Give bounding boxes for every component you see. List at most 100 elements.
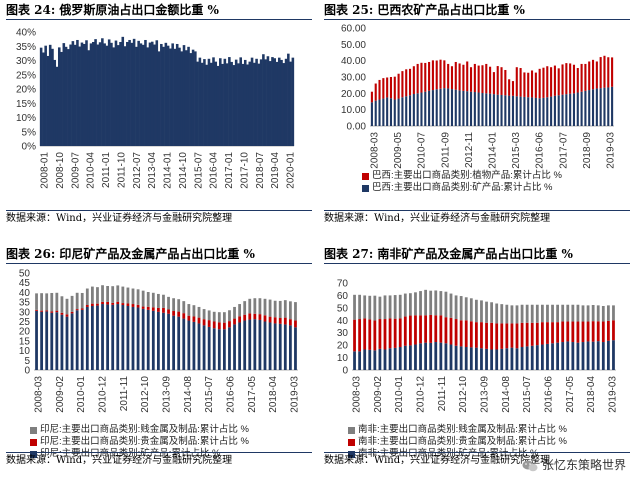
bar-segment [576, 304, 580, 322]
bar-segment [212, 321, 216, 329]
bar-segment [527, 97, 530, 126]
bar-segment [288, 319, 292, 326]
bar-segment [606, 305, 610, 321]
bar-segment [238, 304, 242, 317]
bar-segment [294, 302, 297, 321]
bar-segment [131, 304, 135, 307]
watermark-text: 张忆东策略世界 [541, 458, 626, 472]
bar-segment [485, 348, 488, 370]
bar-segment [403, 293, 407, 317]
legend: 印尼:主要出口商品类别:贱金属及制品:累计占比 % 印尼:主要出口商品类别:贵金… [30, 424, 249, 460]
bar-segment [489, 93, 492, 126]
y-tick-label: 10 [337, 353, 349, 364]
bar-segment [121, 36, 125, 146]
chart-panel-brazil: 图表 25: 巴西农矿产品占出口比重 % 0.00 10.00 20.00 30.00 4… [322, 2, 632, 238]
x-tick-label: 2014-01 [488, 132, 499, 169]
bar-segment [288, 301, 292, 320]
legend-swatch [30, 438, 37, 446]
bar-segment [378, 348, 382, 370]
bar-segment [278, 318, 282, 324]
bar-segment [596, 305, 600, 322]
bar-segment [203, 59, 206, 146]
bar-segment [184, 50, 188, 146]
bar-segment [383, 319, 387, 350]
bar-segment [424, 315, 428, 343]
bar-segment [228, 57, 231, 146]
bar-segment [553, 95, 556, 126]
bar-segment [464, 347, 468, 370]
bar-segment [596, 341, 600, 370]
x-tick-label: 2015-03 [511, 132, 522, 169]
y-tick-label: 30 [19, 307, 31, 318]
bar-segment [353, 351, 356, 370]
bar-segment [106, 286, 110, 302]
bar-segment [612, 305, 615, 321]
bar-segment [214, 61, 218, 146]
bar-segment [373, 350, 377, 370]
bar-segment [146, 306, 150, 310]
bar-segment [50, 311, 54, 313]
bar-segment [70, 295, 74, 312]
bar-segment [110, 42, 113, 146]
bar-segment [141, 306, 145, 309]
bar-segment [584, 63, 587, 91]
bar-segment [515, 348, 519, 370]
bar-segment [278, 323, 282, 370]
bar-segment [546, 66, 549, 98]
watermark: 张忆东策略世界 [522, 456, 626, 473]
bar-segment [523, 96, 526, 126]
bar-segment [569, 93, 572, 126]
bar-segment [550, 67, 553, 97]
bar-segment [581, 321, 585, 343]
bar-segment [439, 88, 442, 126]
bar-segment [182, 318, 186, 370]
legend: 南非:主要出口商品类别:贱金属及制品:累计占比 % 南非:主要出口商品类别:贵金… [348, 424, 567, 460]
y-tick-label: 50 [337, 303, 349, 314]
bar-segment [449, 317, 453, 345]
bar-segment [515, 96, 518, 126]
bar-segment [243, 301, 247, 315]
bar-segment [273, 300, 277, 318]
legend-item-mineral: 印尼:主要出口商品类别:矿产品:累计占比 % [30, 448, 249, 460]
bar-segment [556, 342, 560, 370]
source-note: 数据来源：Wind，兴业证券经济与金融研究院整理 [6, 452, 312, 469]
bar-segment [435, 89, 438, 126]
y-tick-label: 30.00 [341, 73, 366, 84]
bar-segment [408, 345, 412, 370]
bar-segment [248, 319, 252, 370]
bar-segment [586, 321, 590, 342]
bar-segment [530, 322, 534, 346]
bar-segment [556, 304, 560, 323]
bar-segment [233, 318, 236, 325]
legend-swatch [30, 450, 37, 458]
bar-segment [510, 305, 514, 324]
bar-segment [454, 319, 458, 346]
bar-segment [606, 340, 610, 370]
bar-segment [353, 319, 356, 352]
bar-segment [527, 72, 530, 98]
bar-segment [481, 93, 484, 126]
bar-segment [263, 298, 267, 316]
bar-segment [408, 293, 412, 316]
bar-segment [230, 61, 233, 146]
y-tick-label: 40 [337, 316, 349, 327]
bar-segment [505, 348, 509, 370]
source-note: 数据来源：Wind，兴业证券经济与金融研究院整理 [324, 210, 630, 227]
bar-segment [388, 348, 392, 370]
bar-segment [172, 315, 176, 370]
bar-segment [253, 298, 257, 314]
x-tick-label: 2009-07 [70, 152, 81, 189]
bar-segment [489, 66, 492, 94]
x-tick-label: 2013-09 [162, 376, 173, 413]
bar-segment [192, 316, 196, 322]
bar-segment [167, 313, 170, 370]
bar-segment [398, 318, 402, 348]
chart-label: 图表 25: [324, 3, 374, 17]
bar-segment [431, 90, 434, 126]
bar-segment [112, 47, 115, 146]
bar-segment [611, 57, 614, 87]
bar-segment [271, 57, 274, 146]
bar-segment [151, 292, 155, 308]
legend-item-precious-metal: 南非:主要出口商品类别:贵金属及制品:累计占比 % [348, 436, 567, 448]
bar-segment [370, 91, 373, 103]
